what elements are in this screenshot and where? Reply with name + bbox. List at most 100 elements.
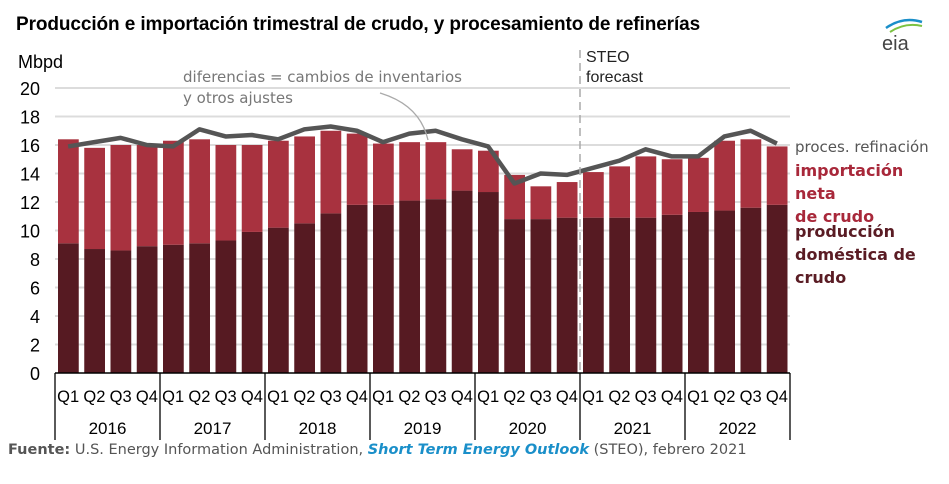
legend-refining: proces. refinación (795, 138, 929, 156)
bar-imports (688, 157, 709, 212)
x-tick-quarter: Q2 (188, 388, 210, 406)
y-tick-label: 16 (20, 136, 40, 156)
bar-imports (215, 145, 237, 241)
bar-imports (740, 139, 762, 208)
legend-production: producción doméstica de crudo (795, 220, 935, 289)
x-tick-year: 2020 (509, 419, 547, 438)
bar-production (766, 204, 788, 373)
x-tick-quarter: Q4 (136, 388, 158, 406)
bar-production (425, 199, 447, 373)
bar-imports (373, 143, 394, 205)
refining-line (67, 124, 778, 186)
legend-production-line-3: crudo (795, 268, 847, 287)
x-tick-quarter: Q2 (398, 388, 420, 406)
bar-production (661, 214, 683, 373)
x-tick-quarter: Q4 (661, 388, 683, 406)
bar-imports (84, 147, 105, 250)
y-axis-label: Mbpd (18, 52, 64, 72)
bar-imports (530, 186, 552, 220)
legend-imports-line-1: importación neta (795, 161, 904, 203)
bar-production (320, 213, 342, 373)
x-tick-quarter: Q1 (582, 388, 604, 406)
bar-production (84, 249, 105, 373)
legend-production-line-1: producción (795, 222, 896, 241)
bar-production (58, 243, 79, 373)
x-tick-quarter: Q3 (110, 388, 132, 406)
bar-imports (136, 145, 158, 247)
x-tick-quarter: Q3 (740, 388, 762, 406)
y-tick-label: 12 (20, 193, 40, 213)
x-tick-quarter: Q1 (477, 388, 499, 406)
bar-imports (609, 166, 630, 218)
x-tick-quarter: Q2 (713, 388, 735, 406)
x-tick-quarter: Q1 (267, 388, 289, 406)
y-tick-label: 4 (30, 307, 40, 327)
x-tick-quarter: Q4 (766, 388, 788, 406)
x-tick-quarter: Q4 (556, 388, 578, 406)
bar-imports (583, 172, 604, 218)
x-tick-quarter: Q2 (293, 388, 315, 406)
bar-imports (399, 142, 420, 201)
x-tick-quarter: Q1 (372, 388, 394, 406)
x-tick-quarter: Q4 (241, 388, 263, 406)
bar-imports (163, 140, 184, 245)
x-tick-quarter: Q4 (451, 388, 473, 406)
legend-imports-line-2: de crudo (795, 207, 875, 226)
x-tick-quarter: Q4 (346, 388, 368, 406)
bar-imports (425, 142, 447, 200)
y-tick-label: 0 (30, 364, 40, 384)
bar-imports (451, 149, 473, 191)
bar-imports (714, 140, 735, 211)
y-tick-label: 8 (30, 250, 40, 270)
bar-production (451, 190, 473, 373)
source-text-2: (STEO), febrero 2021 (588, 442, 747, 458)
x-tick-quarter: Q2 (608, 388, 630, 406)
x-tick-year: 2019 (404, 419, 442, 438)
bar-production (609, 217, 630, 373)
x-tick-year: 2021 (614, 419, 652, 438)
bar-production (346, 204, 368, 373)
bar-imports (268, 140, 289, 228)
bar-production (478, 192, 499, 373)
bar-production (504, 219, 525, 373)
bar-imports (504, 174, 525, 220)
bar-production (740, 207, 762, 373)
eia-logo: eia (882, 18, 923, 54)
bar-imports (635, 156, 657, 218)
chart-title: Producción e importación trimestral de c… (16, 14, 701, 35)
source-link[interactable]: Short Term Energy Outlook (367, 442, 589, 458)
x-tick-quarter: Q2 (83, 388, 105, 406)
annotation-line-2: y otros ajustes (183, 89, 293, 107)
source-note: Fuente: U.S. Energy Information Administ… (8, 442, 747, 458)
bar-production (530, 219, 552, 373)
bar-production (110, 250, 132, 373)
y-tick-label: 20 (20, 79, 40, 99)
forecast-label-line-2: forecast (586, 69, 643, 86)
source-label: Fuente: (8, 442, 71, 458)
bar-production (373, 204, 394, 373)
bar-imports (294, 136, 315, 224)
bar-imports (766, 146, 788, 205)
bar-production (714, 210, 735, 373)
x-tick-quarter: Q3 (215, 388, 237, 406)
y-tick-label: 18 (20, 108, 40, 128)
x-tick-year: 2016 (89, 419, 127, 438)
bar-production (136, 246, 158, 373)
bar-production (583, 217, 604, 373)
x-tick-quarter: Q1 (162, 388, 184, 406)
bar-production (635, 217, 657, 373)
y-tick-label: 10 (20, 222, 40, 242)
bar-production (215, 240, 237, 373)
x-tick-quarter: Q3 (530, 388, 552, 406)
bar-production (241, 231, 263, 373)
x-tick-year: 2017 (194, 419, 232, 438)
forecast-label: STEO forecast (586, 48, 643, 88)
bar-imports (241, 145, 263, 232)
bar-production (163, 244, 184, 373)
bar-production (268, 227, 289, 373)
bar-imports (58, 139, 79, 244)
bar-imports (478, 150, 499, 193)
x-tick-year: 2022 (719, 419, 757, 438)
y-tick-label: 6 (30, 279, 40, 299)
annotation-line-1: diferencias = cambios de inventarios (183, 68, 463, 86)
